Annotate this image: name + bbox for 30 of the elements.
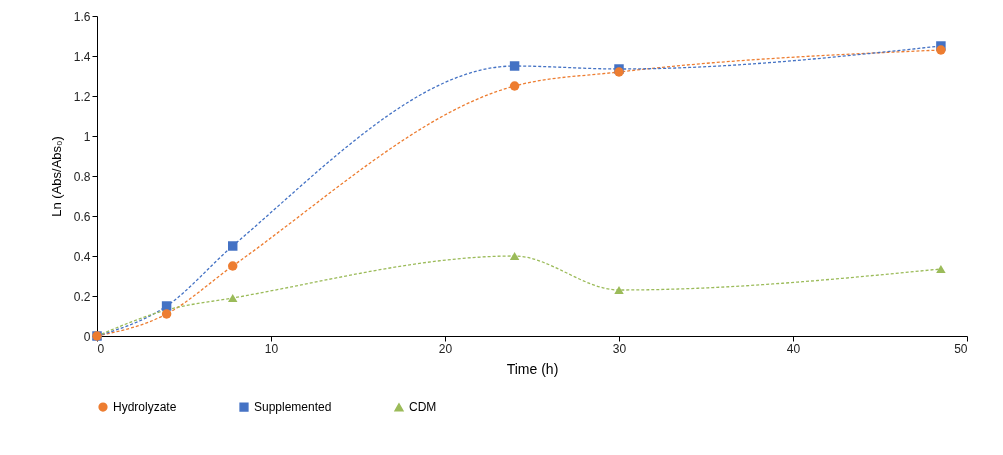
point [227,261,238,271]
point [161,309,172,319]
legend-label: Supplemented [254,400,332,415]
y-tick-label: 1.4 [73,49,91,64]
y-tick-label: 1.6 [73,9,91,24]
y-tick-label: 0.4 [73,249,91,264]
x-tick-label: 10 [264,341,279,356]
y-tick-label: 0 [83,329,91,344]
x-tick-label: 50 [954,341,968,356]
x-tick-label: 30 [612,341,627,356]
point [614,285,624,295]
point [936,45,946,55]
x-tick-label: 40 [786,341,801,356]
y-tick-label: 1.2 [73,89,91,104]
point [227,293,238,303]
point [509,61,520,71]
point [509,251,520,261]
point [936,264,946,274]
legend-label: Hydrolyzate [113,400,177,415]
point [227,241,238,251]
y-axis-title: Ln (Abs/Abs₀) [48,136,64,217]
y-tick-label: 0.8 [73,169,91,184]
x-tick-label: 0 [97,341,105,356]
x-tick-label: 20 [438,341,453,356]
point [509,81,520,91]
x-axis-title: Time (h) [506,360,559,377]
legend-label: CDM [409,400,437,415]
y-tick-label: 0.6 [73,209,91,224]
y-tick-label: 1 [83,129,91,144]
y-tick-label: 0.2 [73,289,91,304]
